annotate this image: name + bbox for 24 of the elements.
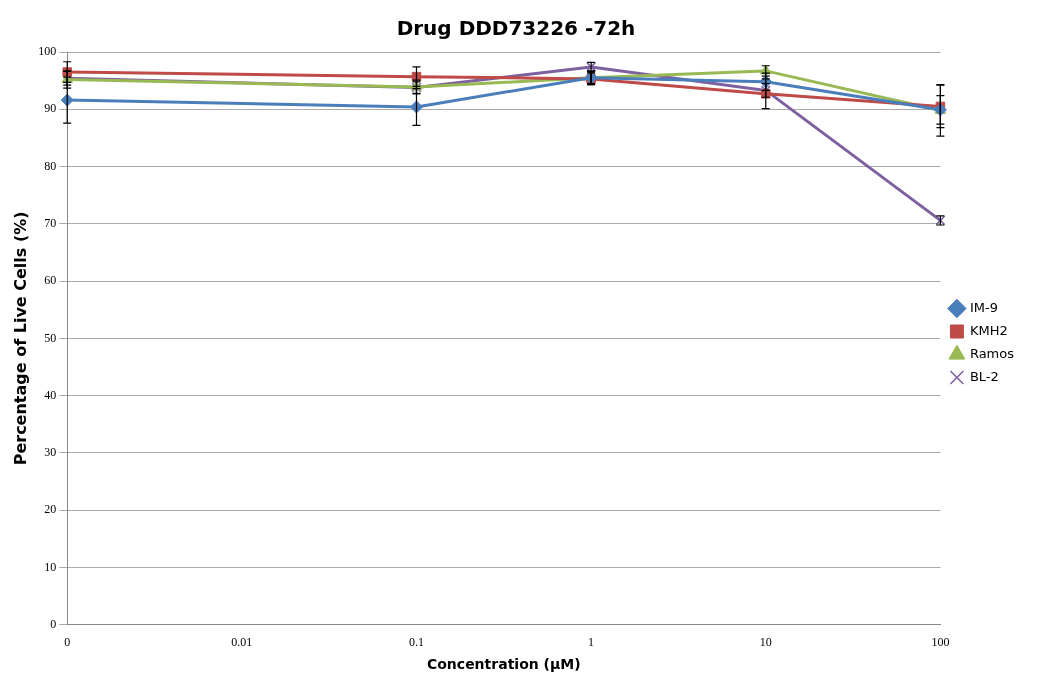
x-tick-label: 0.1 [408,635,424,650]
y-tick-label: 90 [44,101,57,116]
y-tick-label: 60 [44,273,57,288]
x-axis-title: Concentration (µM) [426,656,581,673]
legend-label: IM-9 [969,299,998,315]
legend-label: BL-2 [969,368,999,384]
chart-title: Drug DDD73226 -72h [396,16,636,41]
y-tick-label: 30 [44,445,57,460]
x-tick-label: 100 [931,635,950,650]
y-tick-label: 20 [44,502,57,517]
x-tick-label: 0 [64,635,71,650]
x-tick-label: 10 [759,635,772,650]
y-tick-label: 40 [44,387,57,402]
y-tick-label: 80 [44,158,57,173]
y-axis-title: Percentage of Live Cells (%) [10,211,30,466]
y-tick-label: 100 [38,44,57,59]
y-tick-label: 10 [44,559,57,574]
x-tick-label: 0.01 [231,635,253,650]
legend-label: Ramos [969,345,1015,361]
x-tick-label: 1 [588,635,595,650]
legend-label: KMH2 [969,322,1008,338]
y-tick-label: 70 [44,216,57,230]
y-tick-label: 50 [44,330,57,345]
y-tick-label: 0 [50,616,57,631]
